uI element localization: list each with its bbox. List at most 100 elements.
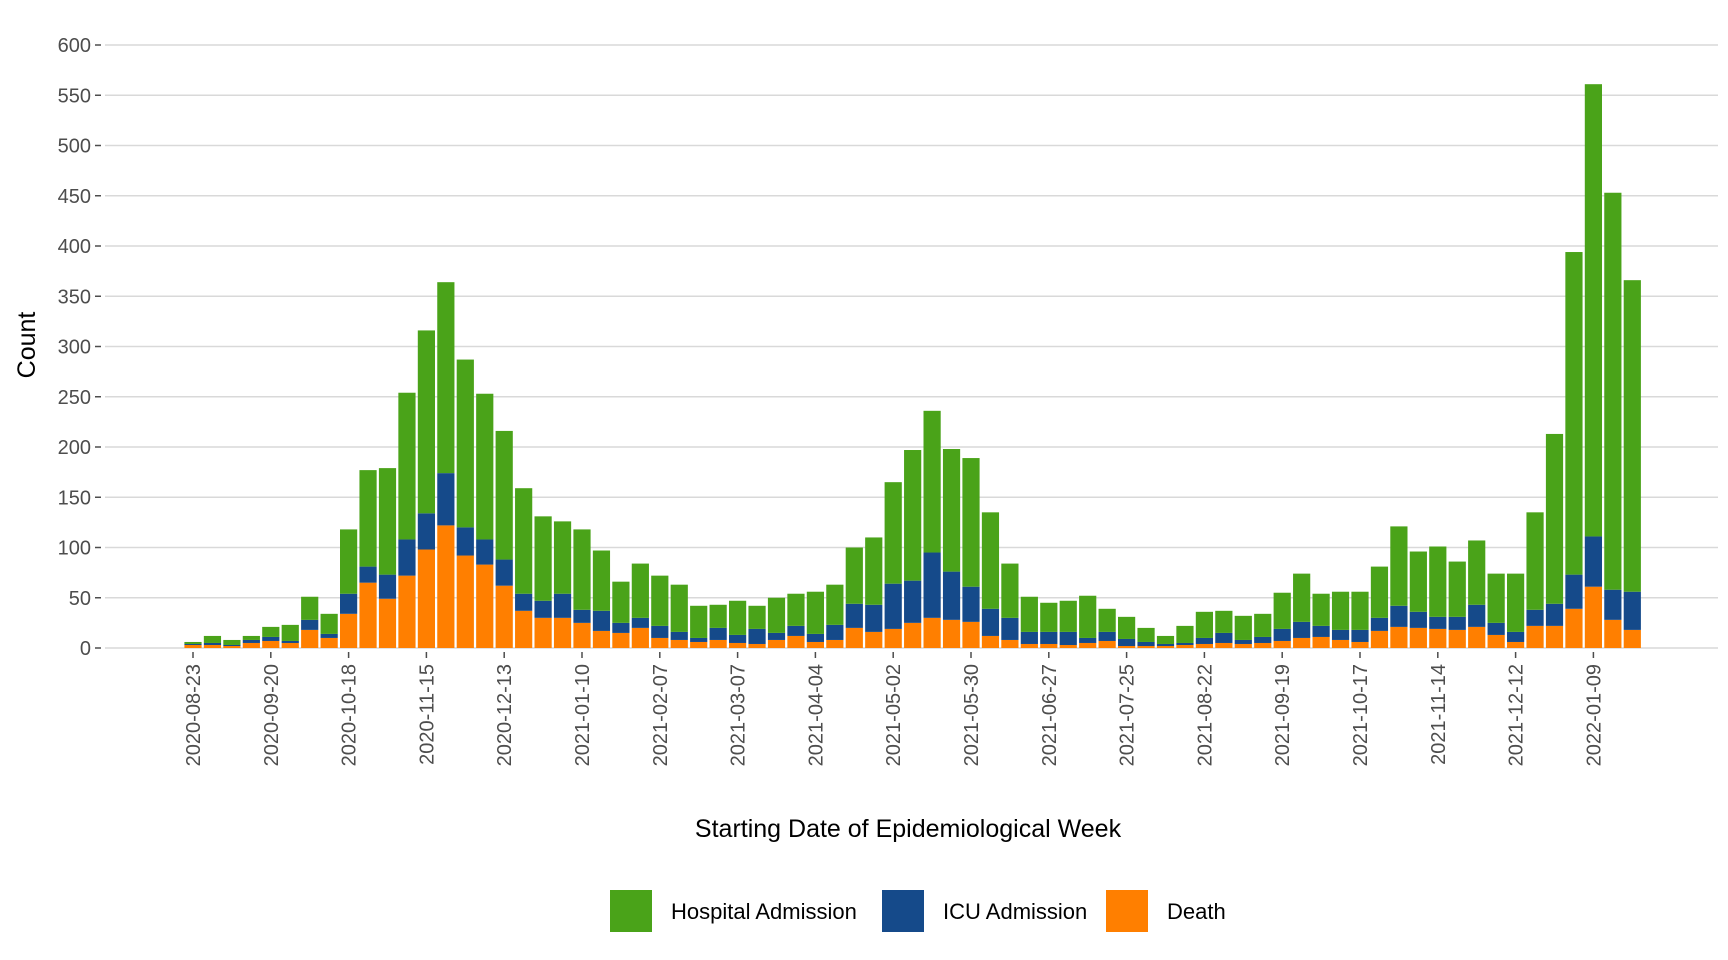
bar-segment — [690, 637, 708, 642]
bar-segment — [456, 359, 474, 528]
y-tick-label: 500 — [58, 136, 91, 158]
bar-segment — [1020, 643, 1038, 648]
bar-segment — [904, 450, 922, 581]
bar-segment — [281, 642, 299, 648]
bar-segment — [1409, 611, 1427, 628]
bar-segment — [1001, 617, 1019, 640]
bar-segment — [398, 575, 416, 648]
bar-segment — [1545, 625, 1564, 648]
bar-segment — [962, 458, 980, 587]
bar-segment — [806, 641, 824, 648]
bar-segment — [1254, 642, 1272, 648]
bar-segment — [1176, 644, 1194, 648]
bar-segment — [1331, 629, 1350, 640]
bar-segment — [417, 549, 435, 648]
bar-segment — [1526, 609, 1544, 626]
y-tick-label: 50 — [69, 588, 91, 610]
bar-segment — [767, 597, 786, 633]
bar-segment — [1215, 632, 1233, 643]
bar-segment — [729, 600, 747, 635]
bar-segment — [340, 529, 358, 594]
bar-segment — [651, 625, 669, 638]
bar-segment — [826, 624, 844, 640]
x-tick-label: 2021-11-14 — [1428, 664, 1450, 765]
bar-segment — [378, 468, 397, 575]
y-tick-label: 400 — [58, 236, 91, 258]
x-tick-label: 2020-10-18 — [339, 664, 361, 766]
bar-segment — [1545, 433, 1564, 604]
bar-segment — [884, 482, 902, 584]
bar-segment — [1293, 621, 1311, 638]
bar-segment — [1409, 627, 1427, 648]
bar-segment — [1604, 589, 1622, 620]
bar-segment — [651, 575, 669, 626]
bar-segment — [1526, 625, 1544, 648]
bar-segment — [534, 617, 552, 648]
bar-segment — [1059, 631, 1077, 645]
bar-segment — [1409, 551, 1427, 612]
bar-segment — [1312, 636, 1330, 648]
bar-segment — [1429, 628, 1447, 648]
bar-segment — [340, 613, 358, 648]
bar-segment — [553, 617, 572, 648]
bar-segment — [262, 636, 280, 641]
bar-segment — [651, 637, 669, 648]
bar-segment — [1020, 631, 1038, 644]
x-tick-label: 2022-01-09 — [1583, 664, 1605, 766]
bar-segment — [884, 628, 902, 648]
bar-segment — [962, 586, 980, 622]
bar-segment — [1331, 591, 1350, 630]
bar-segment — [1468, 540, 1486, 605]
bar-segment — [1273, 628, 1291, 641]
bar-segment — [845, 547, 863, 604]
bar-segment — [437, 282, 455, 474]
bar-segment — [592, 630, 611, 648]
bar-segment — [320, 633, 338, 638]
bar-segment — [1468, 626, 1486, 648]
bar-segment — [1448, 629, 1466, 648]
bar-segment — [670, 584, 688, 632]
bar-segment — [631, 563, 649, 618]
bar-segment — [709, 604, 727, 628]
bar-segment — [1098, 608, 1116, 632]
bar-segment — [1293, 573, 1311, 622]
bar-segment — [787, 593, 805, 626]
bar-segment — [942, 619, 961, 648]
bar-segment — [1020, 596, 1038, 632]
legend-label: Hospital Admission — [671, 899, 857, 924]
x-tick-label: 2021-05-02 — [883, 664, 905, 766]
x-tick-label: 2021-09-19 — [1272, 664, 1294, 766]
bar-segment — [612, 622, 630, 633]
bar-segment — [767, 639, 786, 648]
y-tick-label: 450 — [58, 186, 91, 208]
bar-segment — [281, 624, 299, 641]
bar-segment — [437, 525, 455, 648]
x-tick-label: 2021-03-07 — [728, 664, 750, 766]
bar-segment — [184, 641, 202, 644]
bar-segment — [1507, 573, 1525, 632]
bar-segment — [398, 539, 416, 576]
bar-segment — [1584, 536, 1602, 587]
bar-segment — [1234, 615, 1252, 640]
bar-segment — [787, 635, 805, 648]
bar-segment — [923, 552, 941, 618]
bar-segment — [1118, 638, 1136, 646]
bar-segment — [981, 608, 1000, 636]
bar-segment — [398, 392, 416, 540]
bar-segment — [1040, 602, 1058, 632]
bar-segment — [1215, 610, 1233, 633]
bar-segment — [826, 584, 844, 625]
y-tick-label: 550 — [58, 85, 91, 107]
bar-segment — [359, 582, 377, 648]
bar-segment — [515, 610, 533, 648]
bar-segment — [1195, 611, 1213, 638]
x-tick-label: 2021-12-12 — [1506, 664, 1528, 766]
legend: Hospital Admission ICU Admission Death — [610, 890, 1226, 932]
bar-segment — [495, 430, 513, 560]
bar-segment — [690, 605, 708, 638]
bar-segment — [1448, 616, 1466, 630]
bar-segment — [670, 631, 688, 640]
x-tick-label: 2021-08-22 — [1194, 664, 1216, 766]
x-tick-label: 2020-08-23 — [183, 664, 205, 766]
